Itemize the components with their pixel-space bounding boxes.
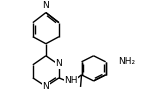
Text: N: N [56, 59, 62, 68]
Text: NH₂: NH₂ [118, 57, 135, 66]
Text: NH: NH [64, 76, 78, 85]
Text: N: N [42, 1, 49, 10]
Text: N: N [42, 82, 49, 91]
